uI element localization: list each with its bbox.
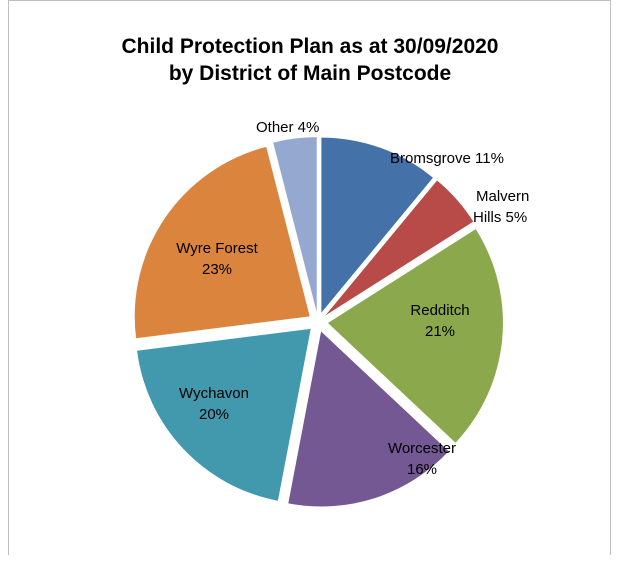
pie-slice-worcester xyxy=(288,331,449,507)
pie-slices xyxy=(134,137,503,507)
label-wychavon-line1: Wychavon xyxy=(179,385,249,402)
label-redditch-line1: Redditch xyxy=(410,302,469,319)
label-malvern-hills-line2: Hills 5% xyxy=(473,209,527,226)
label-worcester-line1: Worcester xyxy=(388,440,456,457)
pie-slice-redditch xyxy=(327,229,503,443)
chart-title-line2: by District of Main Postcode xyxy=(168,62,452,85)
label-wychavon-line2: 20% xyxy=(199,406,229,423)
label-worcester-line2: 16% xyxy=(407,461,437,478)
label-wyre-forest-line1: Wyre Forest xyxy=(176,240,258,257)
chart-frame xyxy=(8,0,611,555)
label-redditch-line2: 21% xyxy=(425,323,455,340)
label-bromsgrove: Bromsgrove 11% xyxy=(390,150,504,167)
pie-slice-wyre-forest xyxy=(134,146,310,339)
pie-slice-bromsgrove xyxy=(321,137,433,313)
chart-title-line1: Child Protection Plan as at 30/09/2020 xyxy=(121,35,499,58)
label-malvern-hills-line1: Malvern xyxy=(476,188,529,205)
label-other: Other 4% xyxy=(256,119,319,136)
pie-slice-wychavon xyxy=(137,328,311,501)
pie-slice-other xyxy=(273,137,317,313)
pie-slice-malvern-hills xyxy=(325,180,474,316)
label-wyre-forest-line2: 23% xyxy=(202,261,232,278)
